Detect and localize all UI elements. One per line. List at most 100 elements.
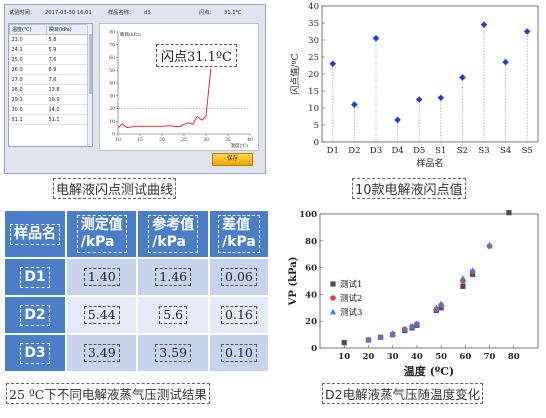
- row-sample-name: D3: [5, 335, 65, 371]
- table-row[interactable]: 26.0 8.9: [9, 64, 89, 75]
- sample-name-label: D1: [20, 266, 50, 288]
- cell-measured: 1.40: [67, 259, 137, 295]
- cell-difference: 0.10: [209, 335, 268, 371]
- cell-difference: 0.16: [209, 297, 268, 333]
- x-tick-label: 20: [363, 352, 375, 362]
- x-axis-label: 样品名: [416, 157, 443, 169]
- legend-label: 测试2: [340, 293, 362, 304]
- cell-pressure: 8.9: [46, 64, 89, 75]
- x-tick-label: 15: [137, 137, 143, 143]
- y-tick-label: 0: [311, 344, 317, 354]
- x-tick-label: 30: [387, 352, 399, 362]
- data-point: [394, 116, 401, 124]
- flash-point-value: 31.1℃: [224, 10, 242, 16]
- cell-temperature: 27.0: [9, 74, 47, 85]
- y-tick-label: 35: [308, 19, 319, 29]
- cell-value: 0.16: [221, 306, 257, 324]
- vapor-pressure-table: 样品名 测定值 /kPa 参考值 /kPa 差值 /kPa D1 1.40 1.46…: [3, 209, 270, 375]
- cell-value: 5.6: [159, 306, 188, 324]
- cell-pressure: 51.1: [46, 114, 89, 125]
- data-point: [459, 74, 466, 81]
- sample-name-label: D3: [20, 342, 50, 364]
- header-measured: 测定值 /kPa: [67, 211, 137, 257]
- cell-difference: 0.06: [209, 259, 268, 295]
- cell-measured: 3.49: [67, 335, 137, 371]
- legend-label: 测试3: [340, 307, 362, 318]
- table-row[interactable]: 25.0 7.6: [9, 54, 89, 65]
- header-sample: 样品名: [5, 211, 65, 257]
- flash-point-label: 闪点：: [199, 10, 215, 16]
- cell-temperature: 26.0: [9, 64, 47, 75]
- data-point: [415, 96, 423, 103]
- data-point: [329, 60, 337, 68]
- x-tick-label: 10: [338, 352, 350, 362]
- col-header-pressure[interactable]: 瞬目(kPa): [45, 24, 90, 35]
- cell-pressure: 7.6: [46, 54, 89, 65]
- y-tick-label: 20: [109, 106, 115, 112]
- cell-pressure: 7.6: [46, 74, 89, 85]
- x-tick-label: S2: [457, 146, 468, 156]
- table-row[interactable]: 29.1 10.9: [9, 94, 89, 105]
- col-header-temperature[interactable]: 温度(℃): [9, 24, 47, 35]
- row-sample-name: D2: [5, 297, 65, 333]
- plot-frame: [319, 213, 539, 349]
- x-axis-label: 温度 (ºC): [404, 364, 455, 378]
- cell-value: 1.46: [155, 268, 192, 286]
- y-axis-label: 闪点值/ºC: [289, 53, 301, 94]
- table-row[interactable]: 24.1 5.9: [9, 44, 89, 55]
- x-tick-label: 20: [159, 137, 165, 143]
- y-tick-label: 15: [308, 87, 319, 97]
- x-tick-label: 70: [484, 352, 496, 362]
- y-tick-label: 80: [305, 237, 317, 247]
- caption-flash-values: 10款电解液闪点值: [352, 178, 466, 199]
- cell-measured: 5.44: [67, 297, 137, 333]
- x-tick-label: 60: [459, 352, 471, 362]
- cell-value: 0.06: [221, 268, 257, 286]
- x-tick-label: 10: [115, 137, 121, 143]
- cell-pressure: 13.8: [46, 84, 89, 95]
- cell-value: 3.59: [155, 344, 192, 362]
- table-row[interactable]: 31.1 51.1: [9, 114, 89, 125]
- y-tick-label: 70: [109, 42, 115, 48]
- table-row[interactable]: 28.0 13.8: [9, 84, 89, 95]
- x-tick-label: 40: [247, 137, 253, 143]
- table-row[interactable]: 27.0 7.6: [9, 74, 89, 85]
- data-point: [365, 336, 372, 343]
- header-reference: 参考值 /kPa: [138, 211, 208, 257]
- cell-value: 5.44: [83, 306, 120, 324]
- y-tick-label: 50: [109, 68, 115, 74]
- cell-temperature: 28.0: [9, 84, 47, 95]
- x-tick-label: S5: [522, 146, 533, 156]
- header-measured-label: 测定值 /kPa: [76, 215, 127, 253]
- data-point: [372, 35, 380, 42]
- cell-temperature: 30.0: [9, 104, 47, 115]
- x-tick-label: 35: [225, 137, 231, 143]
- table-scrollbar[interactable]: [87, 24, 92, 146]
- y-axis-label: 瞬目(kPa): [120, 31, 141, 38]
- cell-value: 1.40: [83, 268, 120, 286]
- save-button[interactable]: 保存: [212, 153, 253, 166]
- x-tick-label: 25: [181, 137, 187, 143]
- data-point: [438, 300, 445, 307]
- table-row[interactable]: 30.0 14.0: [9, 104, 89, 115]
- data-point: [401, 326, 408, 332]
- y-tick-label: 25: [308, 53, 319, 63]
- cell-temperature: 23.0: [9, 34, 47, 45]
- plot-frame: [321, 5, 539, 143]
- test-time-label: 试验时间：: [9, 10, 35, 16]
- flash-curve-line: [117, 68, 212, 129]
- x-tick-label: D4: [391, 146, 403, 156]
- x-tick-label: S1: [435, 146, 446, 156]
- cell-pressure: 10.9: [46, 94, 89, 105]
- cell-value: 3.49: [83, 344, 120, 362]
- readings-table[interactable]: 温度(℃) 瞬目(kPa) 23.0 5.8 24.1 5.9 25.0 7.6 26.0 8…: [8, 23, 93, 147]
- data-point: [389, 330, 396, 336]
- cell-temperature: 25.0: [9, 54, 47, 65]
- data-point: [341, 340, 347, 346]
- cell-reference: 5.6: [138, 297, 208, 333]
- table-row[interactable]: 23.0 5.8: [9, 34, 89, 45]
- cell-temperature: 24.1: [9, 44, 47, 55]
- legend-label: 测试1: [340, 279, 362, 290]
- scrollbar-thumb[interactable]: [89, 34, 92, 94]
- x-tick-label: S4: [500, 146, 511, 156]
